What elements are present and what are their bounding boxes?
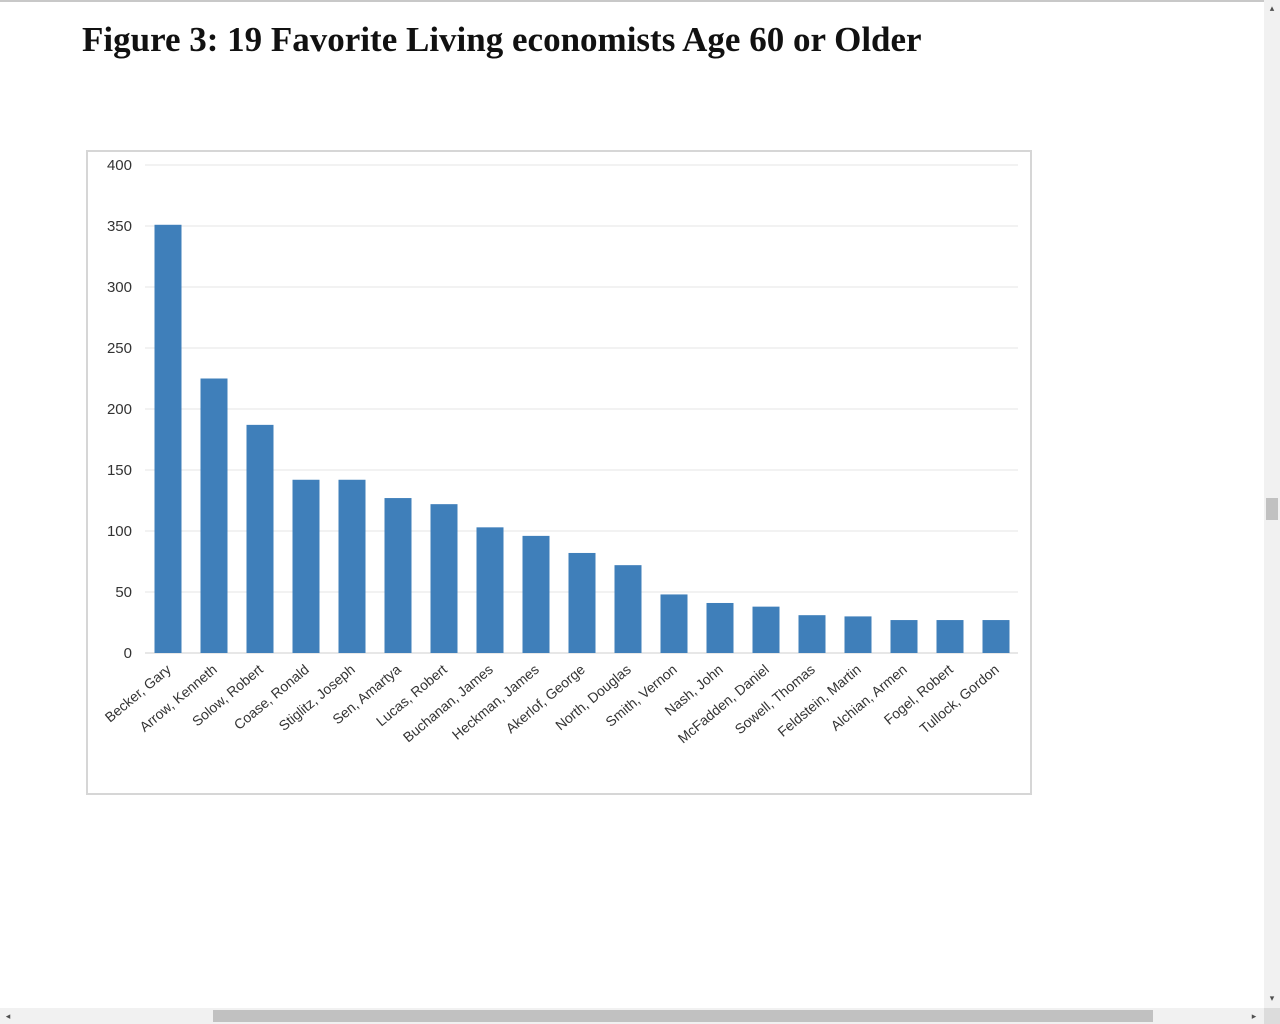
y-tick-label: 100 — [107, 523, 132, 540]
x-tick-label: Arrow, Kenneth — [136, 661, 220, 735]
bar — [430, 504, 458, 653]
bar — [522, 535, 550, 653]
figure-title: Figure 3: 19 Favorite Living economists … — [82, 20, 922, 59]
scroll-up-arrow-icon[interactable]: ▴ — [1269, 3, 1275, 13]
bar — [798, 615, 826, 653]
bar — [752, 606, 780, 653]
bar — [200, 378, 228, 653]
y-tick-label: 150 — [107, 462, 132, 479]
chart-frame — [86, 150, 1032, 795]
bar — [384, 498, 412, 653]
y-tick-label: 200 — [107, 401, 132, 418]
bar — [292, 479, 320, 653]
bar — [246, 424, 274, 653]
bar — [706, 602, 734, 653]
bar — [154, 224, 182, 653]
scroll-right-arrow-icon[interactable]: ▸ — [1251, 1011, 1257, 1021]
y-tick-label: 0 — [124, 645, 132, 662]
bar — [982, 620, 1010, 653]
bar — [476, 527, 504, 653]
bar — [660, 594, 688, 653]
scrollbar-corner — [1264, 1008, 1280, 1024]
x-tick-label: Feldstein, Martin — [774, 661, 864, 740]
y-tick-label: 350 — [107, 218, 132, 235]
bar — [844, 616, 872, 653]
bar — [614, 565, 642, 653]
scroll-down-arrow-icon[interactable]: ▾ — [1269, 993, 1275, 1003]
bar — [936, 620, 964, 653]
y-tick-label: 50 — [115, 584, 132, 601]
y-tick-label: 400 — [107, 157, 132, 174]
horizontal-scroll-thumb[interactable] — [213, 1010, 1153, 1022]
x-tick-label: Tullock, Gordon — [916, 661, 1002, 736]
bar — [338, 479, 366, 653]
bar — [568, 552, 596, 653]
vertical-scroll-thumb[interactable] — [1266, 498, 1278, 520]
y-tick-label: 250 — [107, 340, 132, 357]
bar — [890, 620, 918, 653]
x-tick-label: Sowell, Thomas — [732, 661, 818, 737]
y-tick-label: 300 — [107, 279, 132, 296]
window-top-border — [0, 0, 1264, 2]
scroll-left-arrow-icon[interactable]: ◂ — [5, 1011, 11, 1021]
x-tick-label: Akerlof, George — [503, 661, 589, 736]
